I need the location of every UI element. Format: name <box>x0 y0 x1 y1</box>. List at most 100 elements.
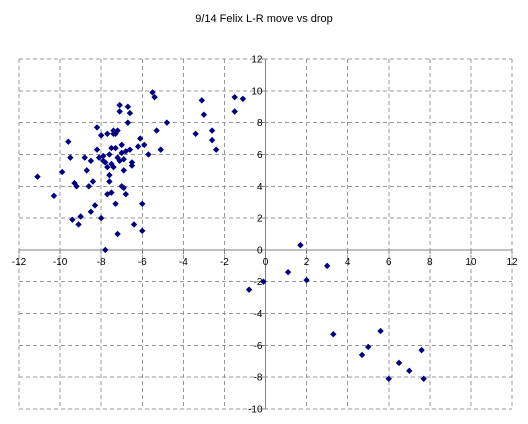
data-point <box>192 130 199 137</box>
x-tick-label: 10 <box>465 257 477 268</box>
data-point <box>406 367 413 375</box>
x-tick-label: -8 <box>97 257 106 268</box>
y-tick-label: -8 <box>254 373 263 384</box>
data-point <box>124 119 132 126</box>
data-point <box>34 173 41 180</box>
data-point <box>163 119 171 126</box>
data-point <box>395 359 403 367</box>
data-point <box>323 262 331 270</box>
data-point <box>100 152 107 160</box>
data-point <box>139 200 146 207</box>
data-point <box>108 144 115 152</box>
data-point <box>130 221 138 228</box>
data-point <box>139 227 146 235</box>
data-point <box>141 141 148 149</box>
data-point <box>122 191 130 198</box>
data-point <box>330 331 337 338</box>
data-point <box>124 103 132 110</box>
data-point <box>157 146 164 153</box>
data-point <box>377 327 384 335</box>
x-tick-label: 2 <box>304 257 310 268</box>
data-point <box>260 278 267 285</box>
data-point <box>104 130 111 137</box>
data-point <box>136 135 144 142</box>
data-point <box>126 146 134 153</box>
x-tick-label: 4 <box>345 257 351 268</box>
data-point <box>106 151 113 158</box>
data-point <box>118 141 125 149</box>
data-point <box>114 230 121 238</box>
data-points <box>34 89 427 382</box>
y-tick-label: -6 <box>254 341 263 352</box>
data-point <box>284 268 292 276</box>
data-point <box>231 108 238 115</box>
data-point <box>128 162 136 169</box>
data-point <box>120 184 127 192</box>
data-point <box>126 109 134 117</box>
data-point <box>116 108 123 115</box>
data-point <box>69 216 76 223</box>
x-tick-label: 8 <box>427 257 433 268</box>
y-tick-label: 6 <box>257 150 263 161</box>
data-point <box>102 246 109 254</box>
data-point <box>65 138 72 145</box>
data-point <box>102 159 109 166</box>
data-point <box>77 213 84 220</box>
data-point <box>71 179 78 187</box>
data-point <box>245 286 253 293</box>
data-point <box>112 200 119 207</box>
data-point <box>151 93 158 101</box>
data-point <box>75 221 82 228</box>
y-tick-label: 8 <box>257 118 263 129</box>
x-tick-label: -12 <box>12 257 27 268</box>
data-point <box>198 97 206 104</box>
data-point <box>110 163 117 171</box>
data-point <box>153 127 160 134</box>
y-tick-label: -10 <box>248 405 263 416</box>
data-point <box>106 178 113 185</box>
data-point <box>81 154 88 161</box>
data-point <box>104 163 111 171</box>
data-point <box>89 178 97 185</box>
data-point <box>303 276 310 284</box>
data-point <box>50 192 58 200</box>
data-point <box>83 167 90 174</box>
data-point <box>114 127 121 134</box>
x-tick-label: -4 <box>179 257 188 268</box>
axes <box>18 58 513 410</box>
data-point <box>120 167 127 174</box>
x-tick-label: -6 <box>138 257 147 268</box>
data-point <box>87 157 95 165</box>
data-point <box>149 89 156 96</box>
x-tick-label: -10 <box>53 257 68 268</box>
data-point <box>97 132 105 139</box>
data-point <box>116 101 123 109</box>
data-point <box>91 202 99 209</box>
y-tick-label: 4 <box>257 182 263 193</box>
data-point <box>208 127 216 134</box>
data-point <box>239 95 247 102</box>
data-point <box>420 375 427 382</box>
x-tick-label: 6 <box>386 257 392 268</box>
data-point <box>385 375 392 382</box>
x-tick-label: -2 <box>220 257 229 268</box>
data-point <box>297 241 304 249</box>
data-point <box>93 124 101 131</box>
data-point <box>365 343 372 351</box>
data-point <box>108 189 115 196</box>
y-tick-label: 12 <box>251 55 263 66</box>
y-tick-label: 0 <box>257 245 263 256</box>
data-point <box>112 144 119 152</box>
tick-labels: -12 -10 -8 -6 -4 -2 0 2 4 6 8 10 12-10-8-6-4-2024681… <box>12 55 518 416</box>
data-point <box>97 214 105 222</box>
data-point <box>85 183 93 190</box>
data-point <box>106 171 113 179</box>
data-point <box>67 154 74 161</box>
y-tick-label: 2 <box>257 214 263 225</box>
data-point <box>73 183 80 190</box>
data-point <box>231 93 238 101</box>
chart-title: 9/14 Felix L-R move vs drop <box>195 13 333 25</box>
data-point <box>108 160 115 168</box>
data-point <box>213 146 220 153</box>
